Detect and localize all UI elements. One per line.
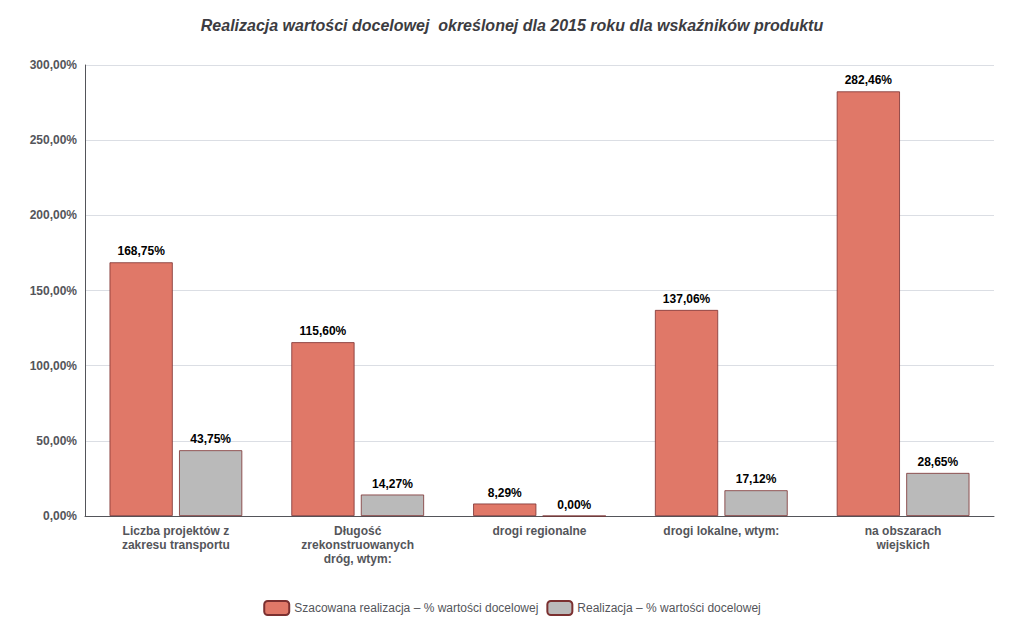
svg-text:Realizacja – % wartości docelo: Realizacja – % wartości docelowej: [577, 601, 760, 615]
svg-text:na obszarach: na obszarach: [865, 524, 942, 538]
svg-text:Szacowana realizacja – % warto: Szacowana realizacja – % wartości docelo…: [294, 601, 538, 615]
svg-text:0,00%: 0,00%: [43, 509, 77, 523]
svg-text:Liczba projektów z: Liczba projektów z: [123, 524, 230, 538]
svg-text:300,00%: 300,00%: [30, 58, 78, 72]
svg-text:drogi lokalne, wtym:: drogi lokalne, wtym:: [663, 524, 779, 538]
svg-text:50,00%: 50,00%: [36, 434, 77, 448]
svg-text:Realizacja wartości docelowej: Realizacja wartości docelowej określonej…: [201, 17, 824, 34]
svg-text:43,75%: 43,75%: [190, 432, 231, 446]
svg-text:200,00%: 200,00%: [30, 208, 78, 222]
svg-text:250,00%: 250,00%: [30, 133, 78, 147]
svg-text:14,27%: 14,27%: [372, 477, 413, 491]
svg-text:drogi regionalne: drogi regionalne: [492, 524, 586, 538]
svg-text:115,60%: 115,60%: [300, 324, 347, 338]
svg-text:168,75%: 168,75%: [117, 244, 165, 258]
svg-text:wiejskich: wiejskich: [875, 538, 929, 552]
svg-text:dróg, wtym:: dróg, wtym:: [324, 552, 392, 566]
svg-text:137,06%: 137,06%: [663, 292, 711, 306]
svg-text:17,12%: 17,12%: [736, 472, 777, 486]
svg-text:150,00%: 150,00%: [30, 284, 78, 298]
svg-text:8,29%: 8,29%: [488, 486, 522, 500]
svg-text:100,00%: 100,00%: [30, 359, 78, 373]
svg-text:zakresu transportu: zakresu transportu: [122, 538, 230, 552]
svg-text:28,65%: 28,65%: [918, 455, 959, 469]
svg-text:zrekonstruowanych: zrekonstruowanych: [301, 538, 414, 552]
svg-text:282,46%: 282,46%: [845, 73, 893, 87]
svg-text:0,00%: 0,00%: [557, 498, 591, 512]
svg-text:Długość: Długość: [334, 524, 382, 538]
